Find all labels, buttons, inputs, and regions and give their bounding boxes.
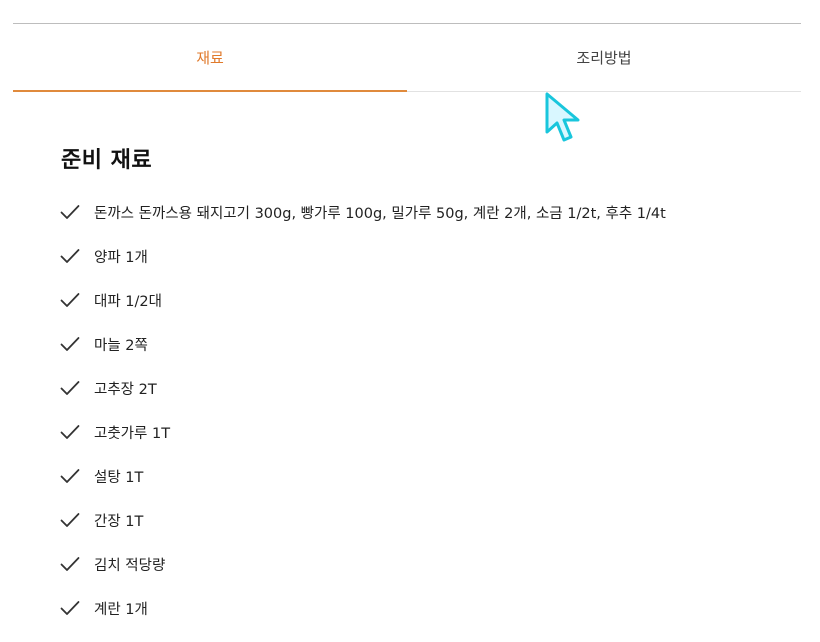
check-icon	[60, 513, 80, 527]
ingredient-item: 돈까스 돈까스용 돼지고기 300g, 빵가루 100g, 밀가루 50g, 계…	[60, 190, 666, 234]
tab-cooking-method-label: 조리방법	[576, 49, 632, 67]
check-icon	[60, 557, 80, 571]
ingredient-text: 고춧가루 1T	[94, 425, 171, 442]
recipe-tabs: 재료 조리방법	[13, 24, 801, 92]
ingredient-text: 양파 1개	[94, 249, 148, 266]
tab-cooking-method[interactable]: 조리방법	[407, 24, 801, 91]
ingredient-item: 고춧가루 1T	[60, 410, 666, 454]
mouse-pointer-icon	[545, 92, 580, 142]
section-title: 준비 재료	[61, 148, 153, 173]
ingredient-item: 고추장 2T	[60, 366, 666, 410]
ingredient-item: 계란 1개	[60, 586, 666, 630]
ingredient-item: 마늘 2쪽	[60, 322, 666, 366]
ingredient-text: 계란 1개	[94, 601, 148, 618]
check-icon	[60, 469, 80, 483]
tab-ingredients-label: 재료	[196, 49, 224, 67]
check-icon	[60, 381, 80, 395]
ingredient-text: 설탕 1T	[94, 469, 144, 486]
check-icon	[60, 425, 80, 439]
tab-ingredients[interactable]: 재료	[13, 24, 407, 92]
ingredient-text: 김치 적당량	[94, 557, 166, 574]
ingredient-item: 간장 1T	[60, 498, 666, 542]
ingredient-item: 설탕 1T	[60, 454, 666, 498]
ingredient-text: 대파 1/2대	[94, 293, 162, 310]
ingredient-text: 마늘 2쪽	[94, 337, 148, 354]
check-icon	[60, 205, 80, 219]
ingredient-text: 간장 1T	[94, 513, 144, 530]
check-icon	[60, 601, 80, 615]
ingredient-text: 돈까스 돈까스용 돼지고기 300g, 빵가루 100g, 밀가루 50g, 계…	[94, 205, 666, 222]
check-icon	[60, 249, 80, 263]
ingredient-item: 양파 1개	[60, 234, 666, 278]
ingredient-list: 돈까스 돈까스용 돼지고기 300g, 빵가루 100g, 밀가루 50g, 계…	[60, 190, 666, 630]
ingredient-text: 고추장 2T	[94, 381, 157, 398]
ingredient-item: 대파 1/2대	[60, 278, 666, 322]
check-icon	[60, 337, 80, 351]
top-divider	[13, 23, 801, 24]
check-icon	[60, 293, 80, 307]
ingredient-item: 김치 적당량	[60, 542, 666, 586]
